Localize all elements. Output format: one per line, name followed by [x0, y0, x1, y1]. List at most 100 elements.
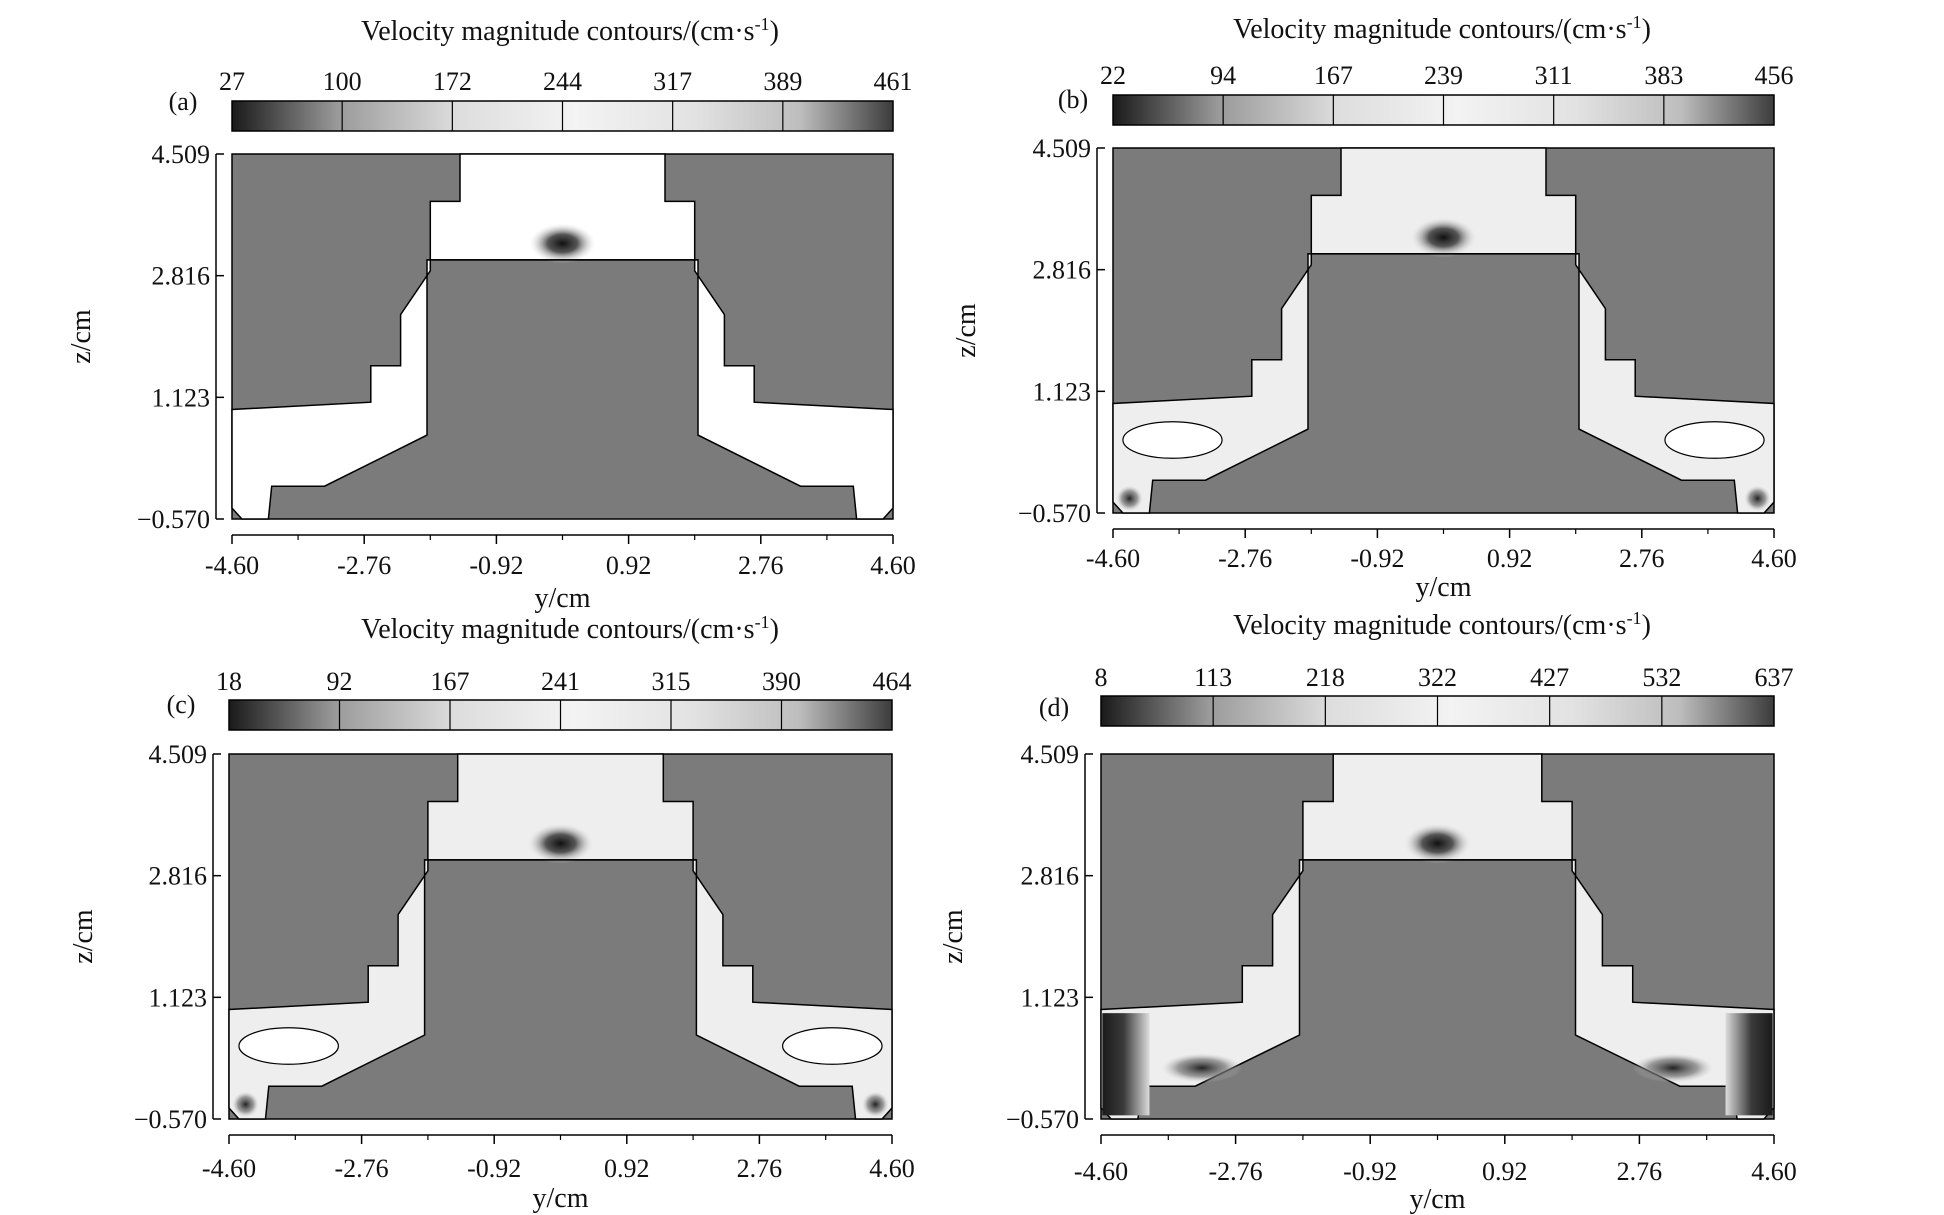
y-tick-label: −0.570 — [134, 1105, 207, 1134]
panel-label: (d) — [1039, 693, 1069, 722]
colorbar-tick-label: 18 — [216, 667, 242, 696]
x-tick-label: 0.92 — [1482, 1157, 1528, 1186]
vortex-left — [1122, 421, 1223, 459]
colorbar-title-sup: -1 — [1627, 12, 1642, 32]
x-tick-label: 2.76 — [1619, 544, 1665, 573]
y-axis-label: z/cm — [68, 909, 99, 964]
colorbar-tick-label: 311 — [1535, 61, 1573, 90]
floor-jet-right — [1632, 1053, 1714, 1083]
x-tick-label: 0.92 — [1487, 544, 1533, 573]
x-tick-label: 2.76 — [737, 1154, 783, 1183]
vortex-right — [1664, 421, 1765, 459]
colorbar-tick-label: 94 — [1210, 61, 1236, 90]
colorbar-tick-label: 315 — [652, 667, 691, 696]
panel-d: Velocity magnitude contours/(cm·s-1) 8 113… — [938, 608, 1797, 1215]
colorbar-tick-label: 239 — [1424, 61, 1463, 90]
panel-label: (b) — [1058, 85, 1088, 114]
x-tick-label: -4.60 — [205, 551, 259, 580]
colorbar-tick-label: 27 — [219, 67, 245, 96]
colorbar-tick-label: 389 — [763, 67, 802, 96]
corner-shade-left — [232, 1091, 259, 1118]
colorbar-tick-label: 244 — [543, 67, 582, 96]
colorbar-tick-label: 383 — [1644, 61, 1683, 90]
vortex-left — [238, 1027, 339, 1065]
corner-shade-right — [862, 1091, 889, 1118]
panel-label: (a) — [169, 87, 198, 116]
x-tick-label: -4.60 — [1086, 544, 1140, 573]
y-tick-label: 1.123 — [152, 383, 211, 412]
x-tick-label: -2.76 — [1209, 1157, 1263, 1186]
y-tick-label: 4.509 — [152, 140, 211, 169]
vortex-right — [782, 1027, 883, 1065]
x-tick-label: -0.92 — [467, 1154, 521, 1183]
colorbar-title-sup: -1 — [1627, 608, 1642, 628]
wall-jet-right — [1725, 1013, 1773, 1116]
x-tick-label: -2.76 — [335, 1154, 389, 1183]
x-tick-label: 4.60 — [870, 551, 916, 580]
colorbar-title: Velocity magnitude contours/(cm·s-1) — [361, 612, 779, 645]
fluid-domain — [1100, 753, 1775, 1120]
colorbar-tick-label: 92 — [327, 667, 353, 696]
y-tick-label: −0.570 — [1006, 1105, 1079, 1134]
floor-jet-left — [1161, 1053, 1243, 1083]
y-axis-label: z/cm — [938, 909, 969, 964]
colorbar-tick-label: 100 — [323, 67, 362, 96]
x-axis-label: y/cm — [1410, 1184, 1466, 1215]
colorbar-title-end: ) — [770, 16, 779, 47]
jet-core-spot — [527, 823, 594, 864]
colorbar-title-end: ) — [1642, 14, 1651, 45]
colorbar-title-end: ) — [770, 614, 779, 645]
y-tick-label: 2.816 — [152, 262, 211, 291]
colorbar-tick-label: 172 — [433, 67, 472, 96]
x-tick-label: -0.92 — [469, 551, 523, 580]
y-tick-label: 1.123 — [149, 983, 208, 1012]
corner-shade-left — [1116, 485, 1143, 512]
colorbar-tick-label: 637 — [1755, 663, 1794, 692]
colorbar-tick-label: 167 — [1314, 61, 1353, 90]
colorbar-title-main: Velocity magnitude contours/(cm·s — [1233, 610, 1626, 641]
x-tick-label: -4.60 — [1074, 1157, 1128, 1186]
y-tick-label: 1.123 — [1033, 377, 1092, 406]
x-tick-label: -0.92 — [1343, 1157, 1397, 1186]
x-tick-label: 2.76 — [738, 551, 784, 580]
y-tick-label: 4.509 — [1033, 134, 1092, 163]
y-tick-label: 2.816 — [149, 862, 208, 891]
x-tick-label: 4.60 — [869, 1154, 915, 1183]
colorbar-title-main: Velocity magnitude contours/(cm·s — [361, 16, 754, 47]
x-tick-label: -2.76 — [1218, 544, 1272, 573]
x-tick-label: -2.76 — [337, 551, 391, 580]
colorbar-tick-label: 461 — [874, 67, 913, 96]
y-tick-label: 2.816 — [1021, 862, 1080, 891]
y-axis-label: z/cm — [66, 309, 97, 364]
x-axis-label: y/cm — [533, 1183, 589, 1214]
x-tick-label: -4.60 — [202, 1154, 256, 1183]
colorbar-tick-label: 218 — [1306, 663, 1345, 692]
colorbar-tick-label: 167 — [431, 667, 470, 696]
x-tick-label: 4.60 — [1751, 544, 1797, 573]
colorbar-tick-label: 532 — [1642, 663, 1681, 692]
y-tick-label: −0.570 — [137, 505, 210, 534]
wall-jet-left — [1102, 1013, 1150, 1116]
colorbar-tick-label: 464 — [873, 667, 912, 696]
y-tick-label: 4.509 — [149, 740, 208, 769]
colorbar-tick-label: 8 — [1095, 663, 1108, 692]
colorbar-title-sup: -1 — [755, 14, 770, 34]
colorbar-title-sup: -1 — [755, 612, 770, 632]
colorbar-tick-label: 317 — [653, 67, 692, 96]
y-tick-label: 2.816 — [1033, 256, 1092, 285]
colorbar-title: Velocity magnitude contours/(cm·s-1) — [361, 14, 779, 47]
jet-core-spot — [1403, 823, 1472, 864]
panel-a: Velocity magnitude contours/(cm·s-1) 27 10… — [66, 14, 916, 614]
x-tick-label: 2.76 — [1617, 1157, 1663, 1186]
y-tick-label: 4.509 — [1021, 740, 1080, 769]
x-tick-label: 0.92 — [606, 551, 652, 580]
panel-b: Velocity magnitude contours/(cm·s-1) 22 94… — [951, 12, 1797, 603]
colorbar-title-end: ) — [1642, 610, 1651, 641]
colorbar-tick-label: 22 — [1100, 61, 1126, 90]
colorbar-title-main: Velocity magnitude contours/(cm·s — [1233, 14, 1626, 45]
colorbar-title-main: Velocity magnitude contours/(cm·s — [361, 614, 754, 645]
panel-label: (c) — [167, 690, 196, 719]
x-tick-label: -0.92 — [1350, 544, 1404, 573]
y-tick-label: 1.123 — [1021, 983, 1080, 1012]
